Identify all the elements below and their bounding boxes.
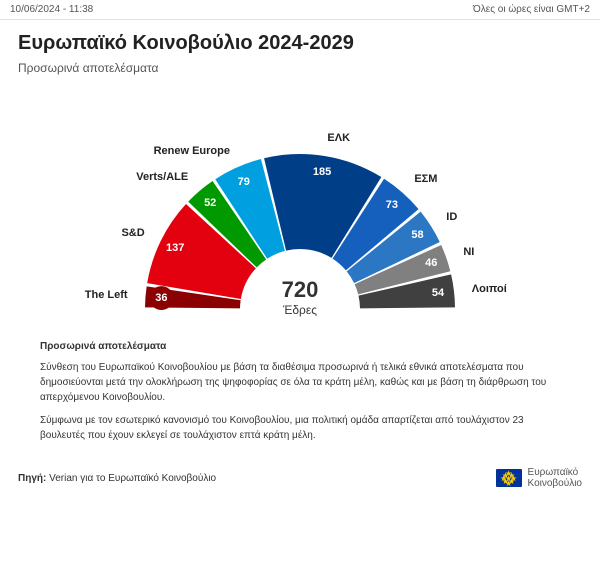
logo-line1: Ευρωπαϊκό	[528, 467, 582, 478]
total-caption: Έδρες	[282, 303, 319, 317]
ep-logo-text: Ευρωπαϊκό Κοινοβούλιο	[528, 467, 582, 489]
header: Ευρωπαϊκό Κοινοβούλιο 2024-2029 Προσωριν…	[0, 20, 600, 79]
description: Προσωρινά αποτελέσματα Σύνθεση του Ευρωπ…	[0, 339, 600, 461]
total-seats: 720	[282, 277, 319, 303]
seat-count: 185	[313, 166, 331, 178]
source: Πηγή: Verian για το Ευρωπαϊκό Κοινοβούλι…	[18, 473, 216, 484]
eu-flag-icon	[496, 469, 522, 487]
seat-count: 73	[386, 199, 398, 211]
seat-count: 137	[166, 242, 184, 254]
group-label: Renew Europe	[154, 145, 230, 157]
group-label: The Left	[85, 289, 128, 301]
seat-count: 54	[432, 287, 444, 299]
page-subtitle: Προσωρινά αποτελέσματα	[18, 61, 582, 75]
source-text: Verian για το Ευρωπαϊκό Κοινοβούλιο	[49, 473, 216, 484]
group-label: NI	[463, 246, 474, 258]
timestamp: 10/06/2024 - 11:38	[10, 4, 93, 15]
seat-count: 52	[204, 197, 216, 209]
group-label: ID	[446, 211, 457, 223]
group-label: ΕΣΜ	[414, 173, 437, 185]
group-label: Verts/ALE	[136, 171, 188, 183]
source-label: Πηγή:	[18, 473, 46, 484]
center-total: 720 Έδρες	[282, 277, 319, 317]
seat-count: 79	[238, 176, 250, 188]
group-label: Λοιποί	[472, 283, 507, 295]
slice-s-d	[147, 204, 256, 299]
topbar: 10/06/2024 - 11:38 Όλες οι ώρες είναι GM…	[0, 0, 600, 20]
page-title: Ευρωπαϊκό Κοινοβούλιο 2024-2029	[18, 32, 582, 55]
desc-p1: Σύνθεση του Ευρωπαϊκού Κοινοβουλίου με β…	[40, 360, 560, 405]
seat-count: 46	[425, 257, 437, 269]
logo-line2: Κοινοβούλιο	[528, 478, 582, 489]
group-label: S&D	[121, 227, 144, 239]
seat-count: 58	[411, 229, 423, 241]
group-label: ΕΛΚ	[327, 132, 350, 144]
tz-note: Όλες οι ώρες είναι GMT+2	[473, 4, 590, 15]
desc-title: Προσωρινά αποτελέσματα	[40, 339, 560, 354]
footer: Πηγή: Verian για το Ευρωπαϊκό Κοινοβούλι…	[0, 461, 600, 501]
hemicycle-chart: 36 The Left 137 S&D 52 Verts/ALE 79 Renew Europ…	[0, 79, 600, 339]
desc-p2: Σύμφωνα με τον εσωτερικό κανονισμό του Κ…	[40, 413, 560, 443]
ep-logo: Ευρωπαϊκό Κοινοβούλιο	[496, 467, 582, 489]
seat-count: 36	[155, 292, 167, 304]
